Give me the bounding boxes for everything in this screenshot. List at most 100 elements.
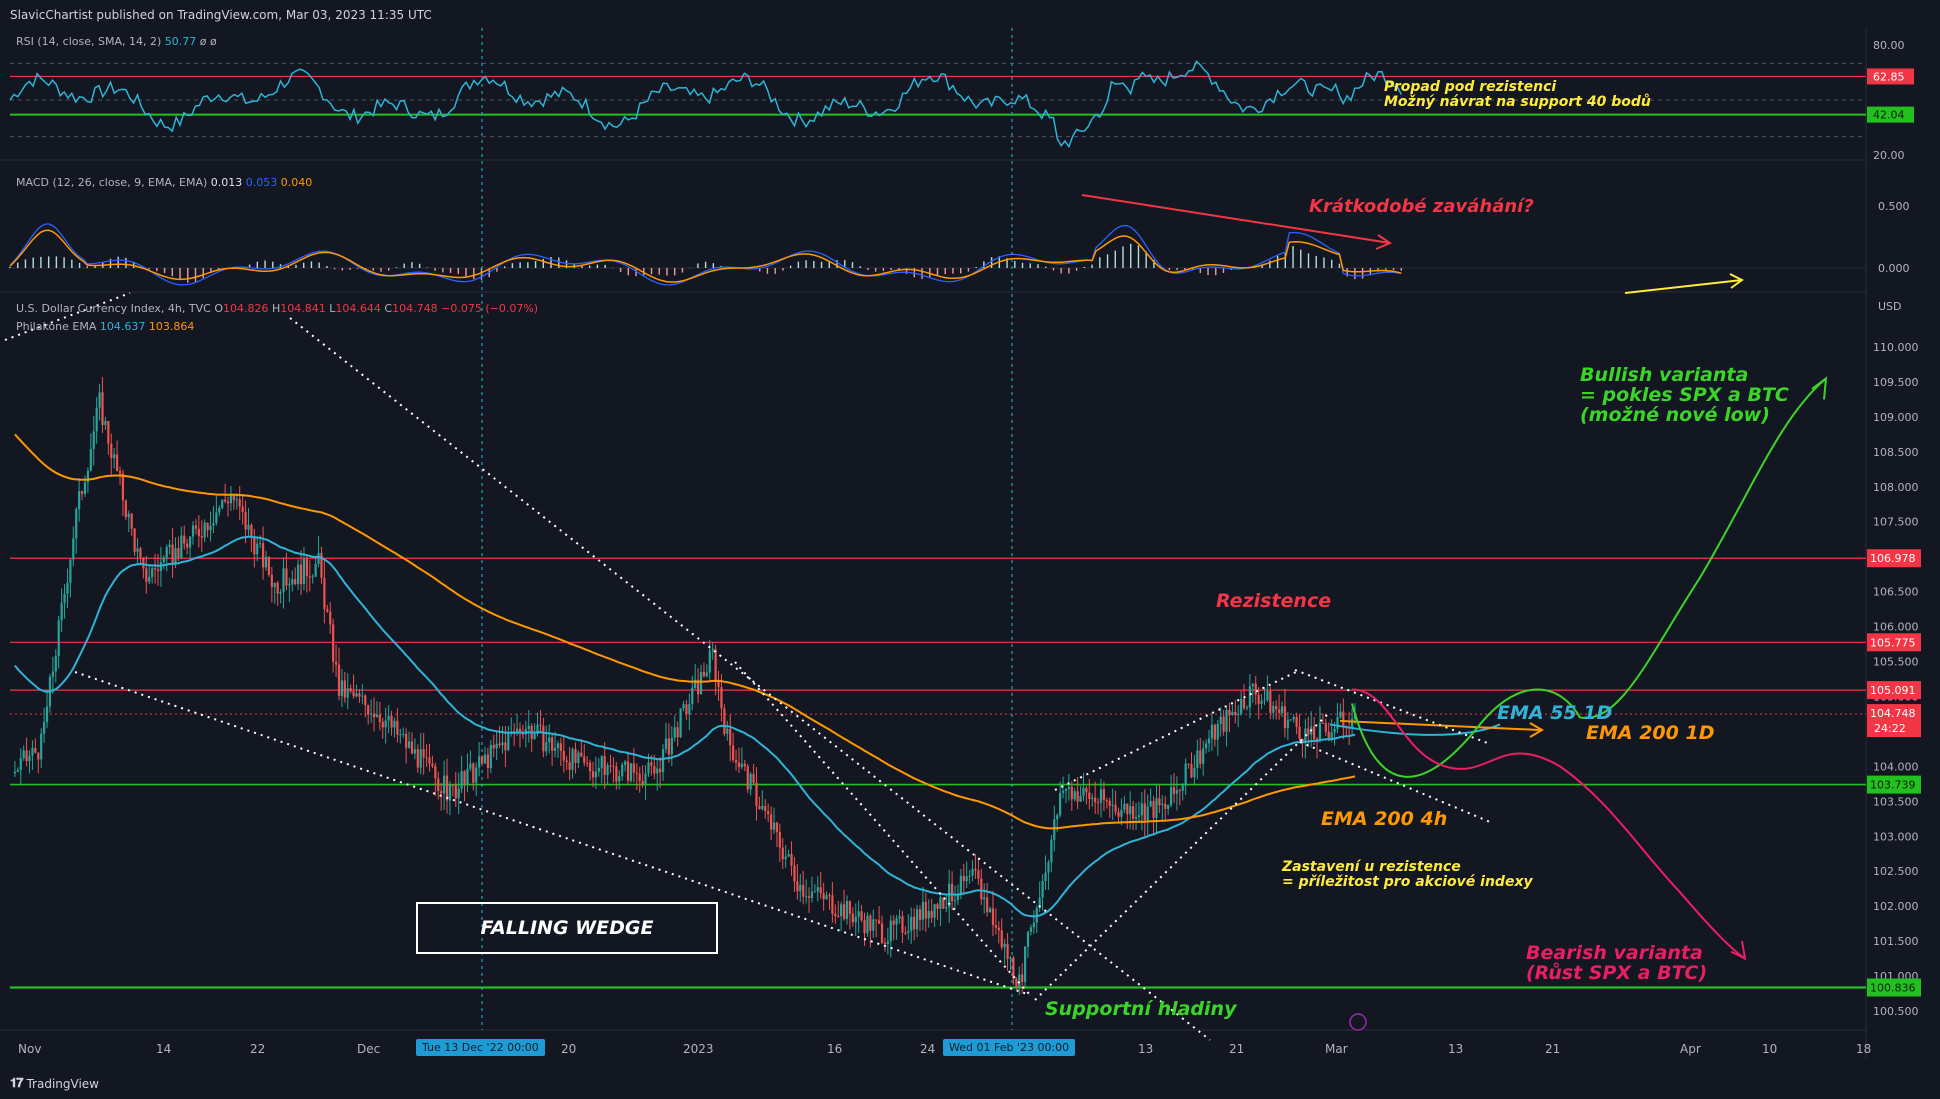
- candle-body: [267, 556, 271, 575]
- candle-body: [918, 909, 922, 920]
- candle-body: [816, 887, 819, 892]
- candle-body: [624, 761, 627, 765]
- bearish-projection: [1351, 688, 1746, 960]
- macd-legend-macd: 0.053: [245, 176, 278, 189]
- candle-body: [1307, 728, 1310, 735]
- candle-body: [1231, 711, 1234, 716]
- price-tick: 102.000: [1873, 900, 1919, 913]
- candle-body: [197, 528, 200, 537]
- price-tag-106978-label: 106.978: [1870, 552, 1916, 565]
- candle-body: [915, 909, 919, 930]
- candle-body: [83, 482, 87, 494]
- candle-body: [361, 695, 364, 697]
- tradingview-brand[interactable]: 𝟏𝟕 TradingView: [10, 1076, 99, 1091]
- candle-body: [740, 763, 743, 768]
- ema-legend: Philakone EMA 104.637 103.864: [16, 320, 194, 333]
- candle-body: [1041, 880, 1044, 898]
- candle-body: [259, 543, 262, 545]
- candle-body: [51, 671, 54, 677]
- candle-body: [1140, 803, 1143, 816]
- candle-body: [758, 806, 761, 810]
- candle-body: [1082, 788, 1085, 796]
- candle-body: [1079, 795, 1082, 802]
- macd-signal-line: [9, 229, 1402, 283]
- candle-body: [892, 920, 895, 925]
- candle-body: [518, 728, 522, 733]
- candle-body: [986, 897, 989, 913]
- candle-body: [921, 901, 925, 920]
- candle-body: [974, 868, 977, 871]
- candle-body: [332, 624, 335, 662]
- candle-body: [1350, 718, 1354, 729]
- candle-body: [1327, 731, 1330, 739]
- candle-body: [746, 766, 749, 790]
- candle-body: [539, 724, 542, 726]
- candle-body: [886, 941, 889, 945]
- candle-body: [504, 742, 507, 751]
- candle-body: [153, 568, 157, 570]
- candle-body: [1321, 722, 1324, 724]
- ohlc-l-label: L: [329, 302, 336, 315]
- candle-body: [224, 499, 227, 502]
- price-tick: 107.500: [1873, 516, 1919, 529]
- candle-body: [282, 568, 285, 593]
- candle-body: [145, 568, 148, 582]
- candle-body: [717, 680, 720, 688]
- price-tag-105775-label: 105.775: [1870, 636, 1916, 649]
- candle-body: [1187, 763, 1190, 765]
- candle-body: [1199, 750, 1202, 764]
- candle-body: [478, 756, 481, 768]
- candle-body: [346, 688, 349, 698]
- candle-body: [1254, 683, 1257, 695]
- candle-body: [536, 724, 539, 734]
- candle-body: [793, 865, 796, 882]
- candle-body: [264, 556, 268, 568]
- time-tick: 21: [1229, 1042, 1244, 1056]
- candle-body: [337, 664, 341, 696]
- candle-body: [664, 738, 668, 750]
- candle-body: [171, 544, 174, 565]
- candle-body: [1266, 691, 1269, 701]
- candle-body: [393, 720, 396, 728]
- candle-body: [1026, 931, 1030, 947]
- rsi-legend: RSI (14, close, SMA, 14, 2) 50.77 ø ø: [16, 35, 217, 48]
- candle-body: [507, 733, 510, 751]
- candle-body: [364, 695, 367, 706]
- candle-body: [212, 523, 215, 526]
- price-tick: 100.500: [1873, 1005, 1919, 1018]
- event-flash-icon: [1349, 1013, 1367, 1031]
- candle-body: [407, 741, 411, 748]
- candle-body: [743, 763, 746, 767]
- price-tag-103739-label: 103.739: [1870, 779, 1916, 792]
- price-tick: 106.500: [1873, 586, 1919, 599]
- candle-body: [1155, 798, 1158, 818]
- bullish-line2: = pokles SPX a BTC: [1580, 383, 1789, 406]
- candle-body: [962, 875, 965, 882]
- candle-body: [551, 737, 554, 751]
- candle-body: [118, 470, 122, 474]
- candle-body: [1056, 815, 1059, 820]
- candle-body: [1237, 714, 1240, 716]
- candle-body: [679, 708, 682, 738]
- candle-body: [165, 547, 168, 558]
- candle-body: [1038, 897, 1041, 909]
- candle-body: [428, 757, 431, 764]
- candle-body: [472, 763, 475, 783]
- candle-body: [767, 811, 770, 815]
- rsi-resistance-tag: [1867, 68, 1914, 85]
- stop-line2: = příležitost pro akciové indexy: [1282, 873, 1533, 890]
- macd-legend-hist: 0.013: [210, 176, 243, 189]
- time-tick: 21: [1545, 1042, 1560, 1056]
- candle-body: [495, 743, 498, 749]
- price-tick: 109.000: [1873, 411, 1919, 424]
- candle-body: [127, 513, 130, 518]
- tradingview-brand-label: TradingView: [26, 1076, 99, 1091]
- candle-body: [180, 535, 183, 559]
- candle-body: [556, 743, 560, 749]
- candle-body: [45, 706, 49, 723]
- time-tick: 16: [827, 1042, 842, 1056]
- ohlc-c-value: 104.748: [392, 302, 438, 315]
- last-price-tag: [1867, 704, 1921, 738]
- ema200-4h-line: [14, 433, 1356, 830]
